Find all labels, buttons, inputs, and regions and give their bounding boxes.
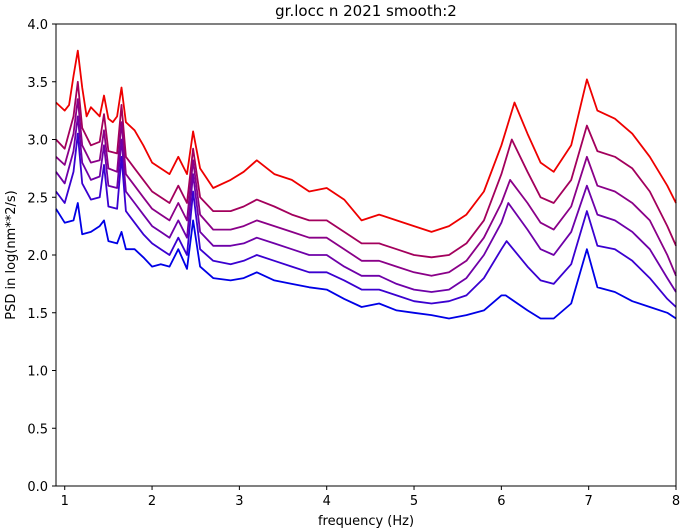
x-tick-label: 2 bbox=[148, 494, 156, 509]
series-line-2 bbox=[55, 80, 677, 259]
series-layer bbox=[55, 49, 677, 320]
x-tick-label: 8 bbox=[672, 494, 680, 509]
y-axis-title: PSD in log(nm**2/s) bbox=[4, 190, 19, 320]
series-line-6 bbox=[55, 202, 677, 320]
y-axis: 0.0 0.5 1.0 1.5 2.0 2.5 3.0 3.5 4.0 bbox=[27, 18, 56, 495]
y-tick-label: 2.5 bbox=[27, 191, 48, 206]
y-tick-label: 0.5 bbox=[27, 422, 48, 437]
x-tick-label: 6 bbox=[497, 494, 505, 509]
y-tick-label: 2.0 bbox=[27, 249, 48, 264]
series-line-5 bbox=[55, 132, 677, 308]
series-line-3 bbox=[55, 98, 677, 277]
series-line-1 bbox=[55, 49, 677, 233]
y-tick-label: 3.0 bbox=[27, 134, 48, 149]
series-line-4 bbox=[55, 115, 677, 293]
y-tick-label: 1.0 bbox=[27, 365, 48, 380]
y-tick-label: 1.5 bbox=[27, 307, 48, 322]
x-tick-label: 4 bbox=[323, 494, 331, 509]
chart-title: gr.locc n 2021 smooth:2 bbox=[275, 2, 457, 20]
x-axis: 1 2 3 4 5 6 7 8 bbox=[61, 486, 680, 509]
x-axis-title: frequency (Hz) bbox=[318, 514, 414, 529]
x-tick-label: 7 bbox=[585, 494, 593, 509]
x-tick-label: 1 bbox=[61, 494, 69, 509]
x-tick-label: 3 bbox=[235, 494, 243, 509]
y-tick-label: 4.0 bbox=[27, 18, 48, 33]
y-tick-label: 3.5 bbox=[27, 76, 48, 91]
y-tick-label: 0.0 bbox=[27, 480, 48, 495]
x-tick-label: 5 bbox=[410, 494, 418, 509]
